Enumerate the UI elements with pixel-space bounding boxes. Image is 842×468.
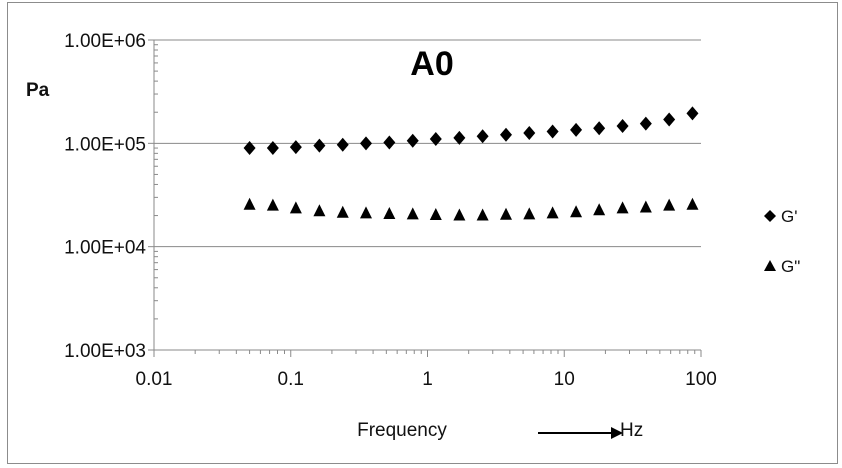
g-double-prime-point xyxy=(429,208,442,221)
g-prime-point xyxy=(336,137,349,152)
y-tick-label: 1.00E+04 xyxy=(64,238,146,259)
x-tick-label: 0.01 xyxy=(136,369,173,390)
g-double-prime-point xyxy=(686,197,699,210)
legend-label-g-prime: G' xyxy=(781,207,797,226)
g-double-prime-point xyxy=(593,203,606,216)
x-tick-label: 0.1 xyxy=(278,369,304,390)
g-double-prime-point xyxy=(266,198,279,211)
g-prime-point xyxy=(289,140,302,155)
x-axis-title: Frequency xyxy=(357,420,447,441)
g-double-prime-point xyxy=(383,206,396,219)
x-tick-label: 100 xyxy=(685,369,717,390)
g-prime-point xyxy=(523,125,536,140)
g-double-prime-point xyxy=(336,205,349,218)
y-tick-label: 1.00E+03 xyxy=(64,341,146,362)
g-prime-point xyxy=(663,112,676,127)
legend: G' G" xyxy=(764,207,800,276)
g-double-prime-point xyxy=(476,208,489,221)
y-axis-unit-label: Pa xyxy=(26,80,50,101)
x-tick-label: 1 xyxy=(422,369,433,390)
g-double-prime-point xyxy=(313,204,326,217)
g-prime-point xyxy=(359,136,372,151)
chart-title: A0 xyxy=(410,45,453,83)
g-double-prime-point xyxy=(639,200,652,213)
chart-frame: 1.00E+03 1.00E+04 1.00E+05 1.00E+06 0.01 0.1 1… xyxy=(7,2,838,464)
g-double-prime-point xyxy=(616,201,629,214)
x-axis-unit: Hz xyxy=(620,420,643,441)
g-prime-point xyxy=(686,106,699,121)
axes xyxy=(148,39,702,357)
g-prime-point xyxy=(429,132,442,147)
g-double-prime-point xyxy=(499,207,512,220)
g-prime-point xyxy=(570,122,583,137)
g-double-prime-point xyxy=(663,198,676,211)
arrow-head xyxy=(611,427,623,439)
chart-svg: 1.00E+03 1.00E+04 1.00E+05 1.00E+06 0.01 0.1 1… xyxy=(26,31,800,441)
g-double-prime-point xyxy=(523,207,536,220)
g-double-prime-point xyxy=(453,208,466,221)
g-double-prime-point xyxy=(406,207,419,220)
y-tick-label: 1.00E+05 xyxy=(64,134,146,155)
x-unit-arrow xyxy=(538,427,623,439)
g-prime-point xyxy=(476,129,489,144)
gridlines xyxy=(154,39,701,351)
g-prime-point xyxy=(593,121,606,136)
g-prime-point xyxy=(313,138,326,153)
g-prime-point xyxy=(499,127,512,142)
g-prime-point xyxy=(616,119,629,134)
y-tick-label: 1.00E+06 xyxy=(64,31,146,52)
legend-label-g-double-prime: G" xyxy=(781,257,800,276)
g-double-prime-point xyxy=(570,205,583,218)
g-double-prime-point xyxy=(243,197,256,210)
g-prime-point xyxy=(243,141,256,156)
g-prime-point xyxy=(383,135,396,150)
g-prime-point xyxy=(406,133,419,148)
x-tick-label: 10 xyxy=(554,369,575,390)
legend-marker-g-prime xyxy=(764,210,776,222)
g-prime-point xyxy=(639,116,652,131)
g-double-prime-point xyxy=(546,206,559,219)
g-double-prime-point xyxy=(359,206,372,219)
data-marks xyxy=(243,106,699,221)
g-prime-point xyxy=(546,124,559,139)
g-double-prime-point xyxy=(289,201,302,214)
g-prime-point xyxy=(266,141,279,156)
legend-marker-g-double-prime xyxy=(764,260,776,271)
g-prime-point xyxy=(453,130,466,145)
tick-labels: 1.00E+03 1.00E+04 1.00E+05 1.00E+06 0.01 0.1 1… xyxy=(64,31,717,390)
